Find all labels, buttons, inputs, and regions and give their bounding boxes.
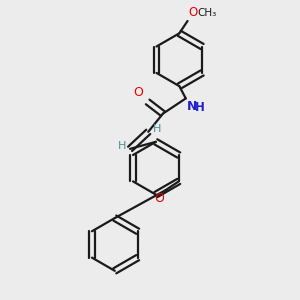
Text: O: O (154, 192, 164, 205)
Text: H: H (118, 141, 126, 151)
Text: O: O (189, 6, 198, 19)
Text: CH₃: CH₃ (198, 8, 217, 18)
Text: O: O (134, 86, 143, 99)
Text: H: H (195, 101, 205, 114)
Text: N: N (187, 100, 197, 112)
Text: H: H (153, 124, 161, 134)
